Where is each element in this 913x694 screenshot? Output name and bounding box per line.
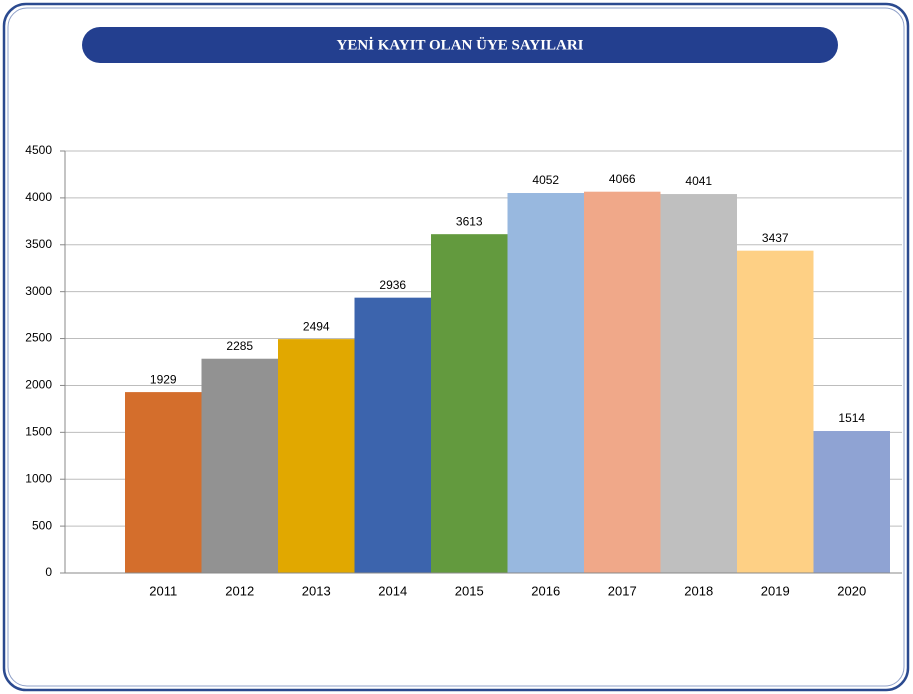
bar (201, 358, 278, 573)
value-label: 2936 (379, 278, 406, 292)
y-tick-label: 3500 (25, 237, 52, 251)
value-label: 3437 (762, 231, 789, 245)
bar (354, 297, 431, 573)
y-tick-label: 4000 (25, 190, 52, 204)
y-tick-label: 500 (32, 518, 52, 532)
x-tick-label: 2011 (149, 583, 177, 598)
x-tick-label: 2017 (608, 583, 637, 598)
value-label: 4052 (532, 173, 559, 187)
chart-title: YENİ KAYIT OLAN ÜYE SAYILARI (336, 36, 583, 53)
x-tick-label: 2019 (761, 583, 790, 598)
value-label: 4041 (685, 174, 712, 188)
x-tick-label: 2020 (837, 583, 866, 598)
y-tick-label: 1500 (25, 425, 52, 439)
bar (125, 392, 202, 573)
title-banner (82, 27, 838, 63)
bar (584, 191, 661, 573)
value-label: 1929 (150, 372, 177, 386)
x-tick-label: 2014 (378, 583, 407, 598)
y-tick-label: 4500 (25, 143, 52, 157)
value-label: 2285 (226, 339, 253, 353)
x-tick-label: 2015 (455, 583, 484, 598)
x-tick-label: 2013 (302, 583, 331, 598)
x-tick-label: 2016 (531, 583, 560, 598)
bar (737, 250, 814, 573)
bar (660, 194, 737, 573)
value-label: 2494 (303, 319, 330, 333)
y-tick-label: 2000 (25, 378, 52, 392)
y-tick-label: 0 (45, 565, 52, 579)
bar (278, 339, 355, 573)
x-tick-label: 2012 (225, 583, 254, 598)
x-tick-label: 2018 (684, 583, 713, 598)
value-label: 1514 (838, 411, 865, 425)
value-label: 4066 (609, 172, 636, 186)
bar (507, 193, 584, 573)
y-tick-label: 3000 (25, 284, 52, 298)
bar (431, 234, 508, 573)
y-tick-label: 2500 (25, 331, 52, 345)
value-label: 3613 (456, 214, 483, 228)
bar (813, 431, 890, 573)
frame-inner (7, 7, 905, 687)
y-tick-label: 1000 (25, 471, 52, 485)
